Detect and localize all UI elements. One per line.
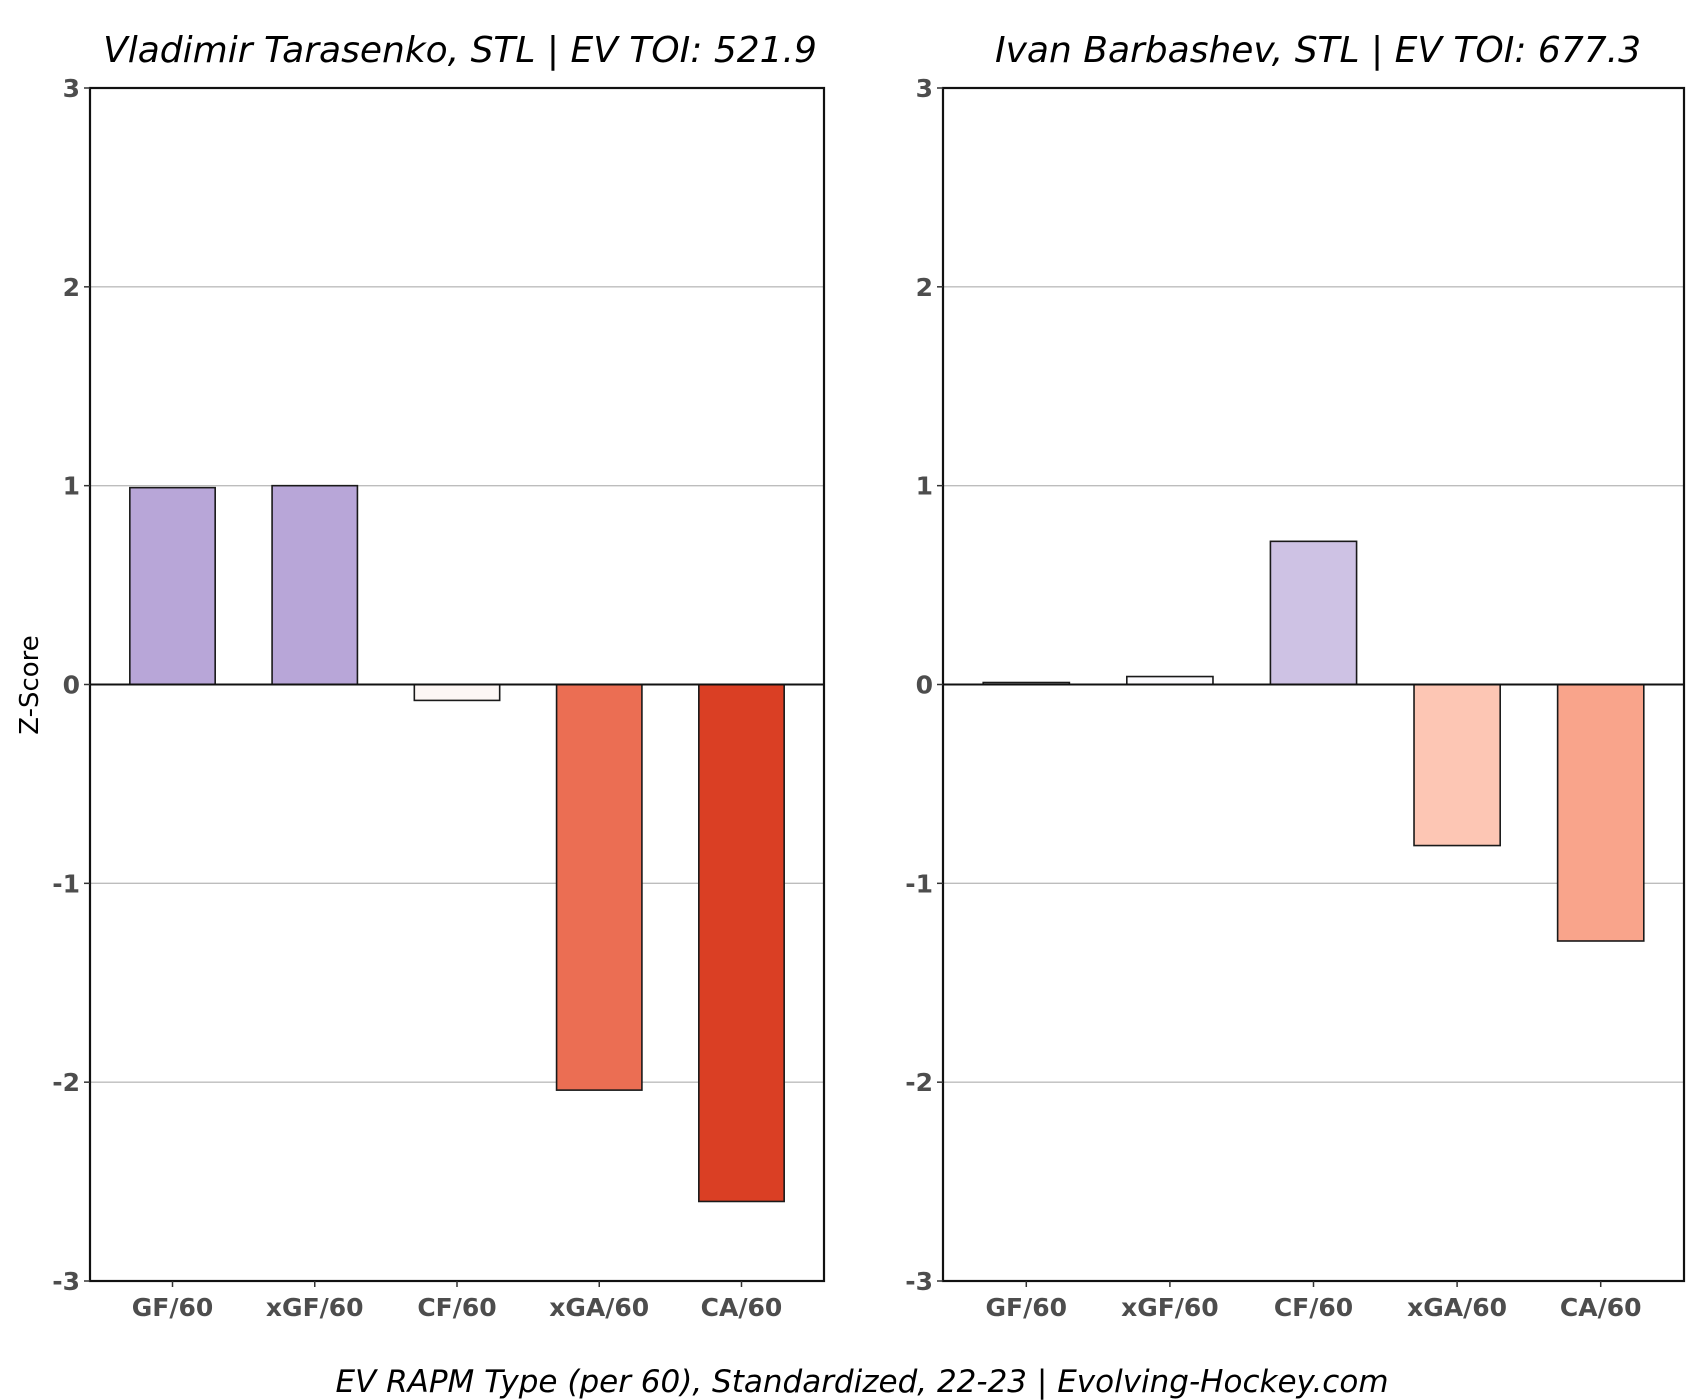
y-tick-label: 1 bbox=[63, 472, 80, 501]
y-tick-label: 3 bbox=[916, 74, 933, 103]
y-tick-label: -3 bbox=[905, 1267, 933, 1296]
bar-xga-per-60 bbox=[555, 683, 643, 1091]
y-axis-ticks: -3 -2 -1 0 1 2 3 bbox=[52, 74, 90, 1296]
bar-cf-per-60 bbox=[1269, 540, 1358, 686]
x-tick-label: CF/60 bbox=[1274, 1293, 1353, 1322]
y-axis-label: Z-Score bbox=[15, 635, 45, 735]
x-tick-label: xGA/60 bbox=[549, 1293, 649, 1322]
y-tick-label: 0 bbox=[916, 671, 933, 700]
x-tick-label: GF/60 bbox=[986, 1293, 1068, 1322]
bar-ca-per-60 bbox=[698, 683, 785, 1203]
panel-title: Ivan Barbashev, STL | EV TOI: 677.3 bbox=[995, 30, 1641, 71]
bar-cf-per-60 bbox=[413, 683, 501, 702]
panel-tarasenko: Vladimir Tarasenko, STL | EV TOI: 521.9 … bbox=[15, 30, 826, 1322]
y-tick-label: 2 bbox=[63, 273, 80, 302]
x-tick-label: CF/60 bbox=[417, 1293, 496, 1322]
x-tick-label: GF/60 bbox=[132, 1293, 214, 1322]
x-tick-label: CA/60 bbox=[1560, 1293, 1642, 1322]
x-axis-ticks: GF/60 xGF/60 CF/60 xGA/60 CA/60 bbox=[132, 1281, 783, 1322]
x-tick-label: xGF/60 bbox=[266, 1293, 364, 1322]
y-tick-label: -1 bbox=[905, 869, 933, 898]
y-tick-label: -2 bbox=[52, 1068, 80, 1097]
y-tick-label: -3 bbox=[52, 1267, 80, 1296]
chart-caption: EV RAPM Type (per 60), Standardized, 22-… bbox=[335, 1364, 1388, 1400]
x-axis-ticks: GF/60 xGF/60 CF/60 xGA/60 CA/60 bbox=[986, 1281, 1642, 1322]
y-tick-label: -1 bbox=[52, 869, 80, 898]
panel-title: Vladimir Tarasenko, STL | EV TOI: 521.9 bbox=[103, 30, 817, 71]
y-tick-label: 2 bbox=[916, 273, 933, 302]
bar-gf-per-60 bbox=[129, 486, 216, 686]
y-axis-ticks: -3 -2 -1 0 1 2 3 bbox=[905, 74, 943, 1296]
bar-xgf-per-60 bbox=[271, 484, 359, 686]
y-tick-label: 3 bbox=[63, 74, 80, 103]
y-tick-label: 1 bbox=[916, 472, 933, 501]
y-tick-label: -2 bbox=[905, 1068, 933, 1097]
bars bbox=[129, 484, 785, 1203]
panel-barbashev: Ivan Barbashev, STL | EV TOI: 677.3 -3 -2… bbox=[905, 30, 1686, 1322]
bar-xga-per-60 bbox=[1413, 683, 1501, 847]
bar-ca-per-60 bbox=[1556, 683, 1645, 942]
y-tick-label: 0 bbox=[63, 671, 80, 700]
bar-xgf-per-60 bbox=[1126, 675, 1214, 686]
x-tick-label: xGA/60 bbox=[1407, 1293, 1507, 1322]
x-tick-label: CA/60 bbox=[701, 1293, 783, 1322]
x-tick-label: xGF/60 bbox=[1121, 1293, 1219, 1322]
bars bbox=[982, 540, 1645, 942]
